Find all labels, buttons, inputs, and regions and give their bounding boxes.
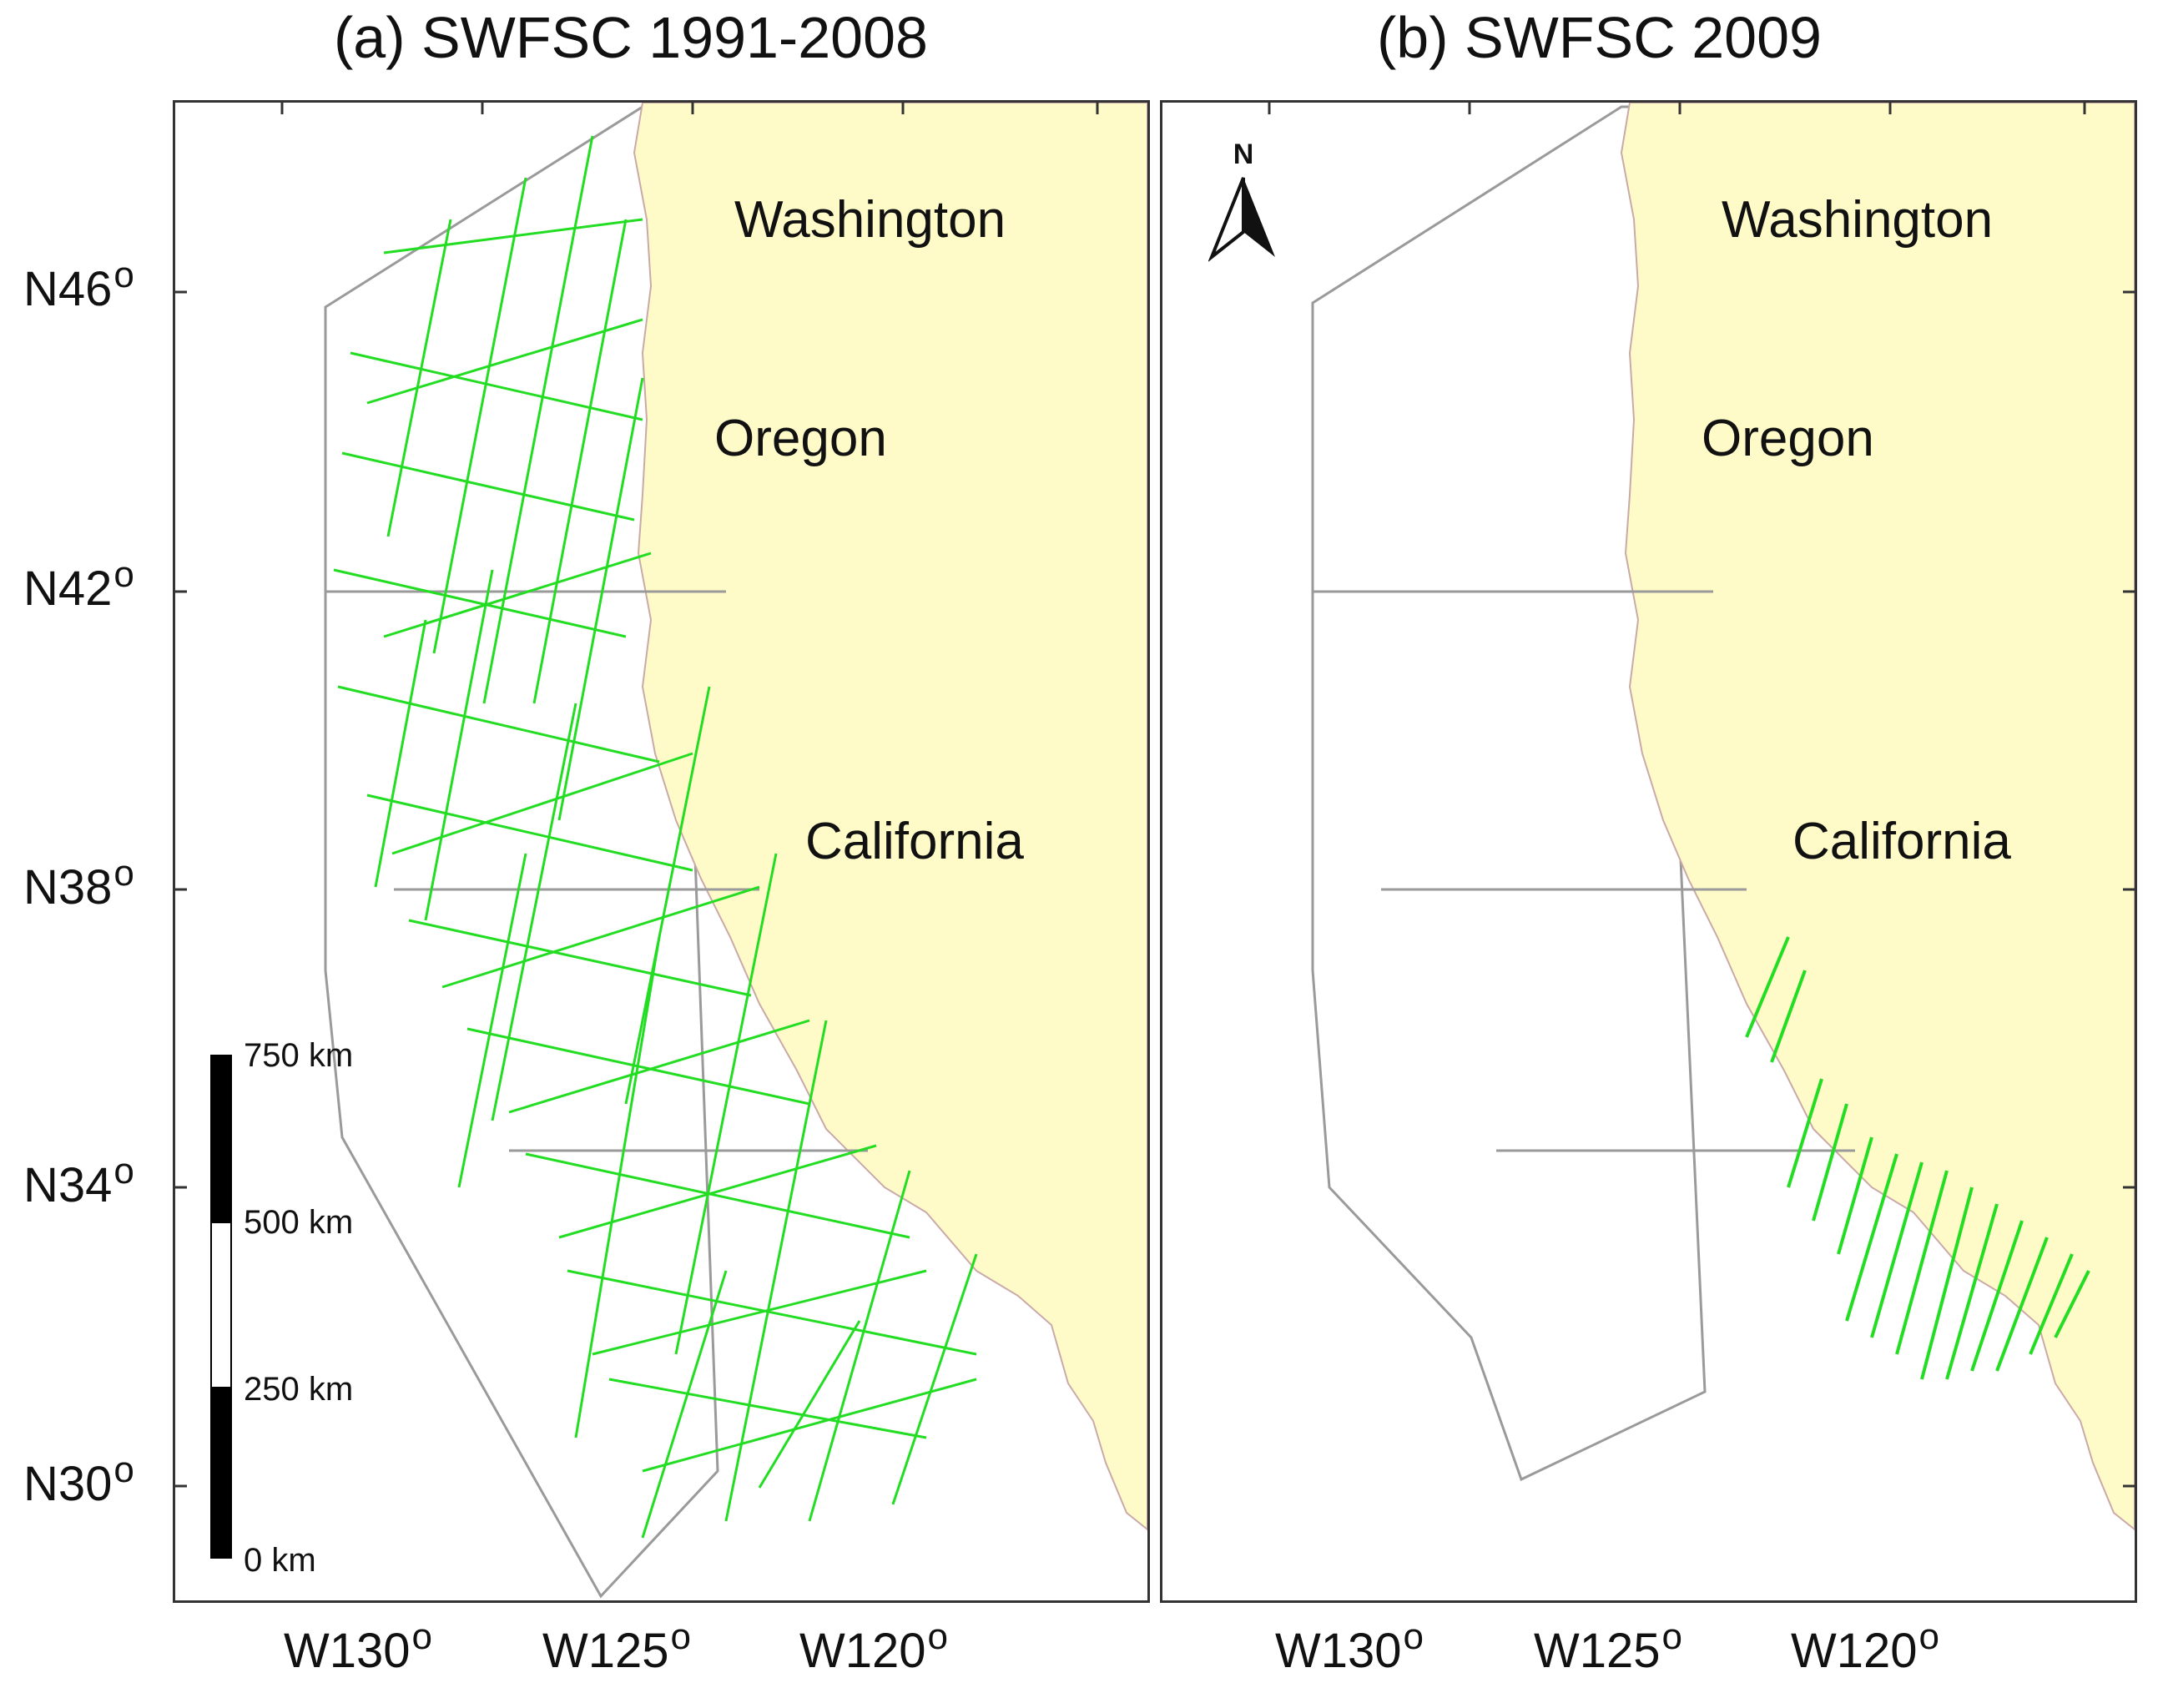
panel-a-label-california: California: [805, 813, 1024, 870]
north-arrow-icon: N: [1208, 132, 1278, 265]
panel-b-map[interactable]: Washington Oregon California: [1160, 100, 2137, 1603]
scale-bar: [210, 1055, 232, 1559]
scale-seg-0-250: [210, 1388, 232, 1559]
panel-b-lon-label-120: W120o: [1791, 1616, 1939, 1678]
panel-b-survey-tracks: [1745, 936, 2090, 1380]
panel-b-lon-label-130: W130o: [1275, 1616, 1424, 1678]
panel-b-land: [1620, 103, 2135, 1531]
scale-label-250: 250 km: [244, 1371, 354, 1408]
panel-a-title: (a) SWFSC 1991-2008: [334, 5, 928, 70]
scale-seg-250-500: [210, 1222, 232, 1388]
scale-seg-500-750: [210, 1055, 232, 1222]
panel-a-label-washington: Washington: [734, 191, 1006, 249]
lat-label-46: N46o: [23, 254, 134, 316]
panel-b-map-svg: [1268, 103, 2135, 1531]
panel-a-lon-label-125: W125o: [542, 1616, 691, 1678]
scale-label-750: 750 km: [244, 1037, 354, 1074]
north-arrow-letter: N: [1233, 139, 1254, 170]
panel-a-survey-tracks: [333, 135, 978, 1539]
panel-a-lon-label-120: W120o: [799, 1616, 948, 1678]
lat-label-42: N42o: [23, 554, 134, 616]
panel-a-map-svg: [175, 103, 1147, 1599]
panel-a-label-oregon: Oregon: [714, 410, 887, 467]
scale-label-500: 500 km: [244, 1204, 354, 1241]
lat-label-38: N38o: [23, 853, 134, 914]
panel-a-lon-label-130: W130o: [284, 1616, 432, 1678]
panel-a-map[interactable]: Washington Oregon California: [173, 100, 1150, 1603]
panel-b-label-oregon: Oregon: [1702, 410, 1874, 467]
panel-a-land: [633, 103, 1147, 1531]
lat-label-30: N30o: [23, 1449, 134, 1511]
panel-b-title: (b) SWFSC 2009: [1377, 5, 1822, 70]
panel-b-label-california: California: [1792, 813, 2011, 870]
panel-b-lon-label-125: W125o: [1534, 1616, 1682, 1678]
scale-label-0: 0 km: [244, 1542, 316, 1579]
north-arrow-svg: N: [1208, 139, 1275, 263]
panel-b-label-washington: Washington: [1722, 191, 1994, 249]
lat-label-34: N34o: [23, 1151, 134, 1212]
